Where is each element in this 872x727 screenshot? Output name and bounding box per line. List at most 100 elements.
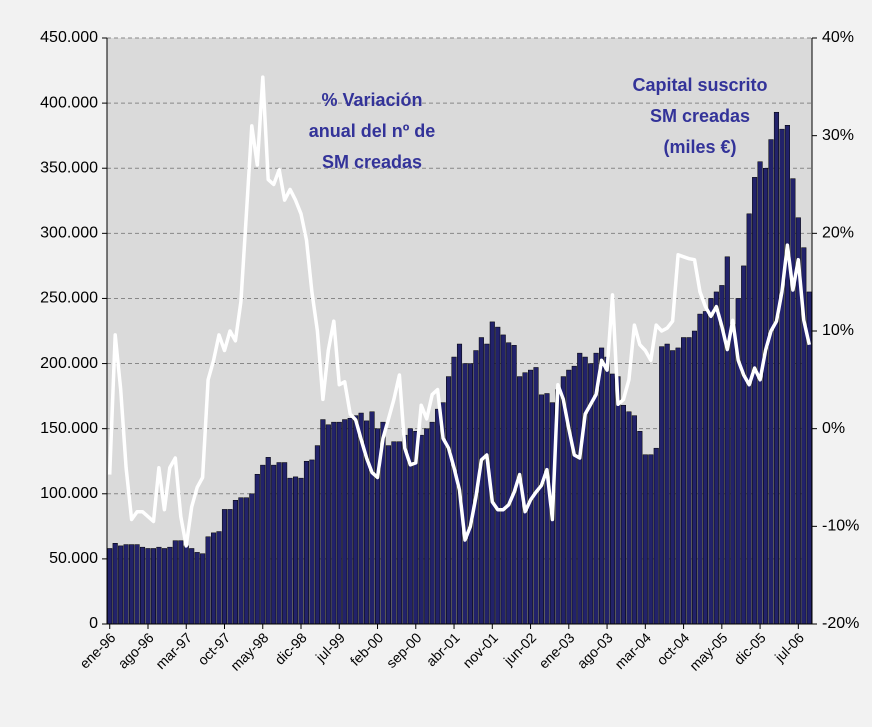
bar xyxy=(609,373,616,625)
bar xyxy=(303,460,310,625)
bar xyxy=(648,454,654,625)
bar xyxy=(752,177,758,625)
bar xyxy=(484,343,490,625)
bar xyxy=(178,540,184,625)
annotation: Capital suscrito xyxy=(632,75,767,95)
bar xyxy=(626,411,632,625)
bar xyxy=(604,356,610,625)
bar xyxy=(702,311,708,625)
bar xyxy=(402,434,408,625)
bar xyxy=(271,464,277,625)
y2-tick-label: -20% xyxy=(822,615,859,632)
bar xyxy=(150,548,156,625)
y-tick-label: 0 xyxy=(89,615,98,632)
bar xyxy=(276,462,282,625)
bar xyxy=(145,548,151,625)
bar xyxy=(768,139,774,625)
bar xyxy=(495,326,501,625)
bar xyxy=(331,421,337,625)
bar xyxy=(620,404,626,625)
y-tick-label: 450.000 xyxy=(40,29,98,46)
bar xyxy=(730,324,736,625)
bar xyxy=(342,419,348,625)
bar xyxy=(254,473,260,625)
bar xyxy=(309,459,315,625)
bar xyxy=(681,337,687,625)
annotation: anual del nº de xyxy=(309,121,436,141)
bar xyxy=(424,428,430,625)
bar xyxy=(779,128,785,625)
bar xyxy=(107,548,113,625)
bar xyxy=(232,500,238,625)
bar xyxy=(265,457,271,625)
y-tick-label: 200.000 xyxy=(40,355,98,372)
bar xyxy=(429,421,435,625)
y2-tick-label: 0% xyxy=(822,420,845,437)
bar xyxy=(435,408,441,625)
bar xyxy=(418,434,424,625)
bar xyxy=(293,476,299,625)
bar xyxy=(773,111,780,625)
bar xyxy=(659,346,665,625)
y2-tick-label: 20% xyxy=(822,225,854,242)
bar xyxy=(615,376,621,625)
bar xyxy=(571,365,577,625)
annotation: SM creadas xyxy=(322,152,422,172)
bar xyxy=(238,497,244,625)
line xyxy=(107,75,812,548)
bar xyxy=(249,493,255,625)
bar xyxy=(637,431,643,625)
bar xyxy=(200,553,206,625)
bar xyxy=(642,454,648,625)
bar xyxy=(129,544,135,625)
bar xyxy=(369,411,375,625)
bar xyxy=(713,291,719,625)
bar xyxy=(194,552,200,625)
bar xyxy=(566,369,572,625)
bar xyxy=(500,334,506,625)
bar xyxy=(227,509,233,625)
bar xyxy=(298,477,304,625)
bar xyxy=(336,421,342,625)
bar xyxy=(724,256,730,625)
bar xyxy=(347,417,353,625)
bar xyxy=(385,445,391,625)
bar xyxy=(757,161,763,625)
bar xyxy=(691,330,698,625)
bar xyxy=(670,350,676,625)
bar xyxy=(118,545,124,625)
y2-tick-label: 10% xyxy=(822,322,854,339)
bar xyxy=(260,464,266,625)
bar xyxy=(189,548,195,625)
y-tick-label: 100.000 xyxy=(40,485,98,502)
bar xyxy=(538,394,545,625)
y-tick-label: 50.000 xyxy=(49,550,98,567)
y2-tick-label: 30% xyxy=(822,127,854,144)
bar xyxy=(221,509,228,625)
bar xyxy=(675,347,681,625)
bar xyxy=(243,497,249,625)
bar xyxy=(686,337,692,625)
bar xyxy=(139,546,146,625)
bar xyxy=(314,445,320,625)
y-tick-label: 350.000 xyxy=(40,159,98,176)
bar xyxy=(287,477,293,625)
annotation: (miles €) xyxy=(663,137,736,157)
bar xyxy=(544,393,550,625)
bar xyxy=(653,447,659,625)
bar xyxy=(697,313,703,625)
bar xyxy=(631,415,637,625)
bar xyxy=(205,536,211,625)
bar xyxy=(451,356,457,625)
bar xyxy=(664,343,670,625)
bar xyxy=(391,441,397,625)
bar xyxy=(161,548,167,625)
bar xyxy=(172,540,178,625)
bar xyxy=(506,342,512,625)
annotation: SM creadas xyxy=(650,106,750,126)
bar xyxy=(489,321,495,625)
bar xyxy=(123,544,129,625)
bar xyxy=(211,532,217,625)
bar xyxy=(167,546,173,625)
y-tick-label: 300.000 xyxy=(40,225,98,242)
